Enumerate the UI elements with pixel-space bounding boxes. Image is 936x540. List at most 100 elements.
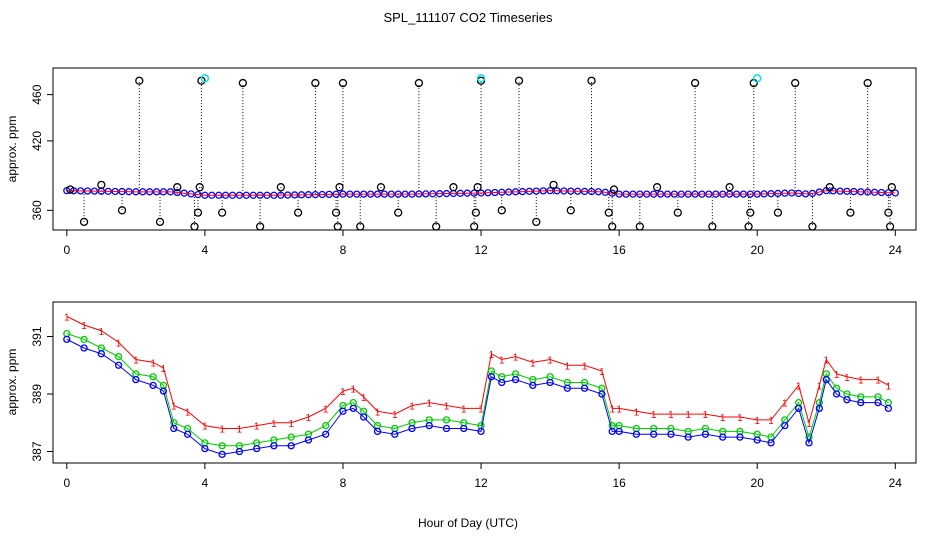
lower-point: [701, 430, 710, 438]
upper-point: 1: [478, 404, 484, 415]
raw-point: [449, 183, 458, 192]
lower-point: [753, 436, 761, 444]
raw-point: [808, 222, 817, 231]
upper-point: 1: [323, 404, 329, 415]
raw-point: [335, 183, 344, 192]
raw-point: [863, 78, 872, 88]
raw-point: [117, 206, 127, 215]
lower-point: [349, 404, 357, 413]
upper-point: 1: [616, 404, 622, 415]
upper-point: 1: [185, 407, 191, 418]
lower-point: [460, 424, 468, 433]
raw-point: [708, 222, 717, 231]
upper-point: 1: [254, 422, 260, 433]
upper-point: 1: [99, 327, 105, 338]
top-x-tick-label: 12: [474, 243, 488, 257]
lower-point: [114, 361, 123, 369]
bottom-axes: 0 4 8 12 16 20 24 387 389 391: [30, 326, 902, 490]
bottom-x-tick-label: 4: [202, 476, 209, 490]
upper-point: 1: [720, 413, 726, 424]
top-y-tick-label: 360: [30, 200, 44, 220]
lower-point: [667, 430, 675, 438]
raw-point: [173, 183, 182, 192]
raw-point: [609, 185, 619, 194]
lower-point: [235, 447, 244, 456]
upper-point: 1: [161, 364, 167, 375]
raw-point: [744, 222, 753, 231]
raw-point: [190, 222, 199, 231]
lower-point: [287, 442, 295, 450]
bottom-x-tick-label: 16: [612, 476, 626, 490]
middle-point: [287, 433, 295, 441]
upper-point: 1: [426, 399, 432, 410]
upper-point: 1: [754, 416, 760, 427]
upper-point: 1: [609, 404, 615, 415]
top-x-tick-label: 4: [202, 243, 209, 257]
raw-point: [846, 208, 855, 217]
bottom-x-tick-label: 12: [474, 476, 488, 490]
upper-point: 1: [685, 410, 691, 421]
lower-line: [66, 338, 889, 455]
upper-point: 1: [202, 422, 208, 433]
raw-point: [825, 183, 834, 192]
lower-point: [598, 390, 606, 398]
raw-point: [673, 208, 682, 217]
lower-point: [183, 430, 192, 438]
upper-point: 1: [392, 410, 398, 421]
baseline-line: [66, 190, 896, 196]
lower-point: [563, 384, 571, 392]
upper-point: 1: [886, 381, 892, 392]
upper-point: 1: [116, 338, 122, 349]
lower-point: [843, 396, 851, 404]
lower-point: [391, 430, 399, 438]
raw-point: [97, 180, 106, 190]
upper-point: 1: [461, 404, 467, 415]
panel-top: 0 4 8 12 16 20 24 360 420 460 approx. ppm: [5, 67, 917, 257]
lower-point: [608, 427, 616, 436]
raw-point: [587, 76, 596, 85]
bottom-y-tick-label: 391: [30, 326, 44, 346]
spike-point: [476, 74, 486, 83]
upper-point: 1: [444, 402, 450, 413]
bottom-x-tick-label: 8: [340, 476, 347, 490]
lower-point: [649, 430, 658, 438]
upper-point: 1: [171, 402, 177, 413]
middle-point: [322, 421, 330, 430]
top-x-tick-label: 8: [340, 243, 347, 257]
lower-point: [322, 430, 330, 438]
lower-point: [498, 378, 506, 387]
upper-point: 1: [237, 425, 243, 436]
raw-point: [471, 208, 481, 217]
upper-point: 1: [565, 361, 571, 372]
lower-point: [304, 436, 313, 444]
upper-point: 1: [361, 393, 367, 404]
upper-point: 1: [288, 419, 294, 430]
lower-point: [684, 433, 692, 441]
y-axis-label-top: approx. ppm: [5, 116, 19, 183]
upper-point: 1: [271, 419, 277, 430]
lower-point: [767, 439, 775, 447]
raw-point: [331, 208, 341, 217]
raw-point: [725, 183, 734, 192]
raw-point: [652, 183, 662, 192]
top-axes: 0 4 8 12 16 20 24 360 420 460: [30, 84, 902, 257]
raw-point: [746, 208, 755, 217]
top-x-tick-label: 16: [612, 243, 626, 257]
middle-point: [442, 416, 451, 424]
raw-point: [532, 217, 541, 227]
lower-point: [632, 430, 641, 438]
raw-point: [604, 208, 613, 217]
lower-point: [736, 433, 744, 441]
spike-point: [752, 74, 762, 83]
lower-point: [815, 404, 823, 413]
lower-point: [529, 381, 537, 390]
lower-point: [159, 387, 168, 395]
upper-point: 1: [858, 376, 864, 387]
upper-point: 1: [834, 370, 840, 381]
upper-point: 1: [599, 367, 605, 378]
lower-point: [97, 350, 105, 358]
raw-point: [66, 185, 75, 194]
lower-point: [781, 421, 789, 430]
